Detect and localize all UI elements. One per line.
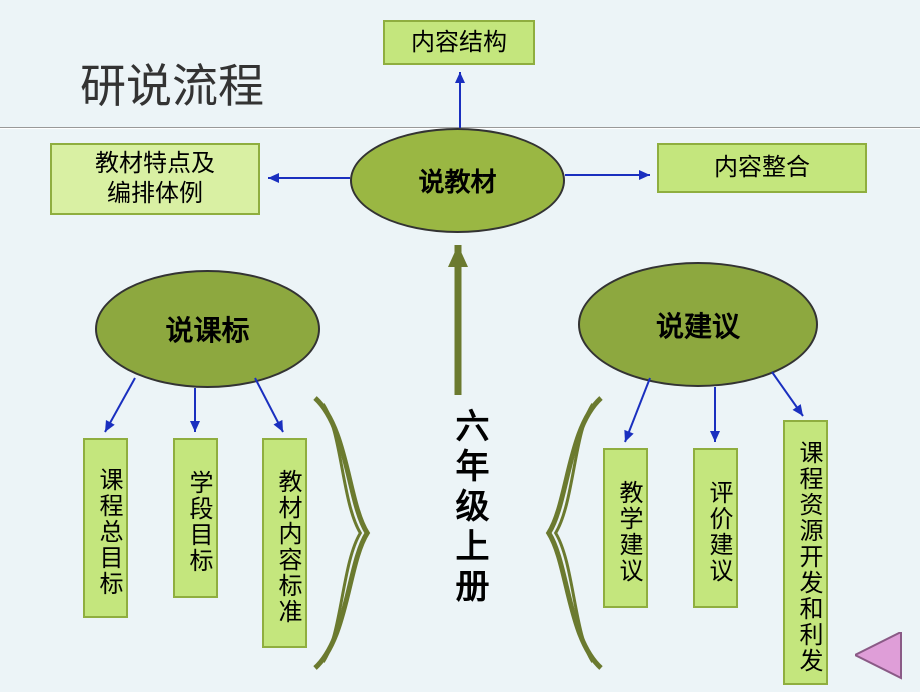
curves-layer — [0, 0, 920, 690]
prev-nav-icon[interactable] — [855, 632, 915, 692]
